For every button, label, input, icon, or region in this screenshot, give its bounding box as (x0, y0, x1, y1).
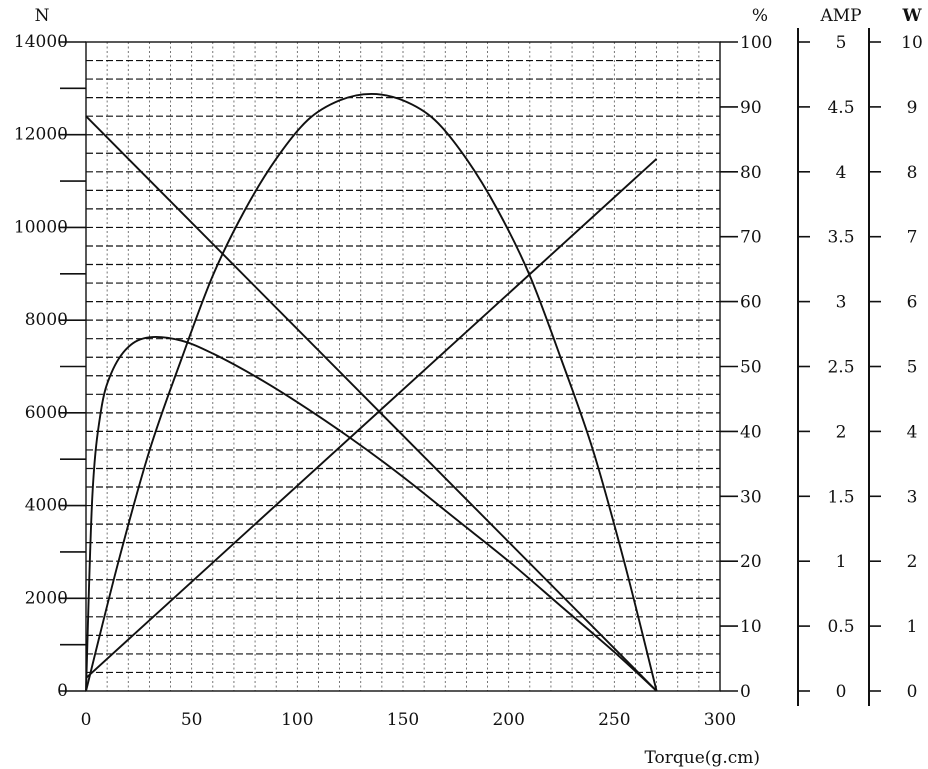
efficiency-tick-label: 10 (740, 617, 762, 637)
x-tick-label: 100 (281, 710, 313, 730)
x-tick-label: 200 (492, 710, 524, 730)
x-tick-label: 300 (704, 710, 736, 730)
power-tick-label: 8 (907, 163, 918, 183)
efficiency-tick-label: 60 (740, 293, 762, 313)
current-curve (85, 158, 658, 679)
current-tick-label: 5 (836, 33, 847, 53)
speed-curve (85, 115, 658, 692)
speed-tick-label: 0 (57, 681, 68, 701)
power-tick-label: 3 (907, 487, 918, 507)
curves (85, 92, 658, 692)
power-curve (85, 92, 658, 692)
speed-tick-label: 8000 (25, 310, 68, 330)
efficiency-tick-label: 40 (740, 422, 762, 442)
power-tick-label: 2 (907, 552, 918, 572)
power-tick-label: 5 (907, 358, 918, 378)
power-tick-label: 7 (907, 228, 918, 248)
current-tick-label: 1 (836, 552, 847, 572)
power-tick-label: 10 (901, 33, 923, 53)
power-tick-label: 4 (907, 422, 918, 442)
efficiency-tick-label: 90 (740, 98, 762, 118)
efficiency-tick-label: 80 (740, 163, 762, 183)
grid (86, 42, 720, 691)
efficiency-tick-label: 30 (740, 487, 762, 507)
efficiency-axis-unit: % (752, 6, 768, 26)
current-tick-label: 4 (836, 163, 847, 183)
current-tick-label: 1.5 (827, 487, 854, 507)
efficiency-tick-label: 100 (740, 33, 772, 53)
current-tick-label: 2 (836, 422, 847, 442)
x-axis-label: Torque(g.cm) (645, 748, 760, 768)
x-tick-label: 50 (181, 710, 203, 730)
speed-tick-label: 14000 (14, 32, 68, 52)
current-tick-label: 4.5 (827, 98, 854, 118)
current-tick-label: 2.5 (827, 358, 854, 378)
labels: N % AMP W Torque(g.cm) 0 50 100 150 200 250 30… (14, 6, 923, 768)
speed-axis-unit: N (35, 6, 50, 26)
power-tick-label: 1 (907, 617, 918, 637)
current-tick-label: 0.5 (827, 617, 854, 637)
speed-tick-label: 6000 (25, 403, 68, 423)
speed-tick-label: 4000 (25, 496, 68, 516)
power-axis-unit: W (901, 6, 922, 26)
efficiency-tick-label: 0 (740, 682, 751, 702)
power-tick-label: 9 (907, 98, 918, 118)
current-axis-unit: AMP (819, 6, 861, 26)
efficiency-tick-label: 50 (740, 358, 762, 378)
speed-tick-label: 10000 (14, 217, 68, 237)
efficiency-tick-label: 70 (740, 228, 762, 248)
speed-tick-label: 12000 (14, 125, 68, 145)
axes (60, 28, 881, 706)
current-tick-label: 0 (836, 682, 847, 702)
x-tick-label: 150 (387, 710, 419, 730)
x-tick-label: 0 (81, 710, 92, 730)
current-tick-label: 3.5 (827, 228, 854, 248)
speed-tick-label: 2000 (25, 588, 68, 608)
current-tick-label: 3 (836, 293, 847, 313)
x-tick-label: 250 (598, 710, 630, 730)
efficiency-tick-label: 20 (740, 552, 762, 572)
efficiency-curve (85, 336, 658, 692)
power-tick-label: 6 (907, 293, 918, 313)
power-tick-label: 0 (907, 682, 918, 702)
